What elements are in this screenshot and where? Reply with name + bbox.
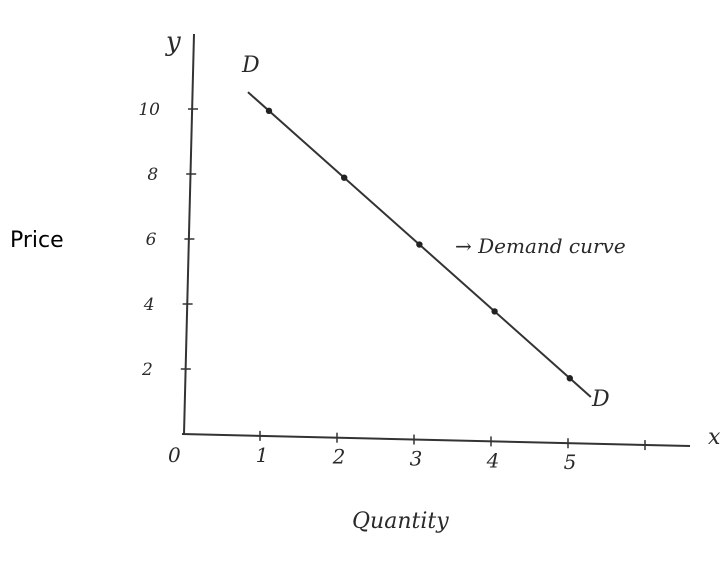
x-axis-title: Quantity bbox=[352, 509, 449, 534]
axes bbox=[181, 33, 691, 447]
y-tick-label: 2 bbox=[141, 360, 153, 380]
ticks: 1 2 3 4 5 2 4 6 8 10 bbox=[138, 100, 646, 474]
y-axis-line bbox=[183, 33, 195, 435]
origin-label: 0 bbox=[168, 443, 181, 467]
line-label-end: D bbox=[591, 387, 610, 412]
x-axis-line bbox=[181, 433, 691, 447]
line-label-start: D bbox=[241, 53, 260, 78]
x-tick-label: 2 bbox=[332, 445, 346, 469]
data-point bbox=[416, 241, 423, 248]
data-point bbox=[341, 174, 348, 181]
x-tick-label: 3 bbox=[410, 447, 423, 471]
data-point bbox=[491, 308, 498, 315]
y-axis-title: Price bbox=[10, 228, 64, 253]
x-tick-label: 4 bbox=[486, 448, 500, 472]
y-tick-label: 4 bbox=[143, 295, 155, 315]
x-axis-letter: x bbox=[708, 425, 721, 450]
data-point bbox=[265, 107, 273, 115]
y-tick-label: 8 bbox=[147, 165, 158, 185]
x-tick-label: 5 bbox=[564, 450, 577, 474]
x-tick-label: 1 bbox=[256, 443, 269, 467]
y-tick-label: 10 bbox=[138, 100, 160, 120]
data-point bbox=[566, 375, 573, 382]
y-axis-letter: y bbox=[165, 27, 181, 57]
demand-curve-annotation: → Demand curve bbox=[455, 234, 626, 258]
y-tick-label: 6 bbox=[146, 230, 157, 250]
curve-layer bbox=[247, 91, 592, 398]
